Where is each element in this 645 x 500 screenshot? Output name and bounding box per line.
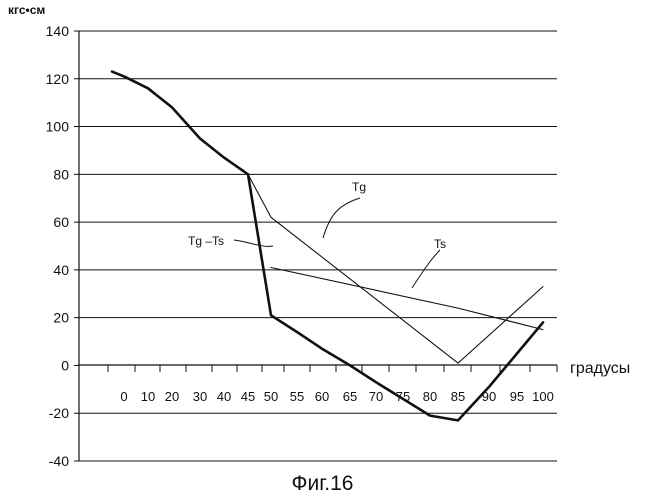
xtick-layer: 0102030404550556065707580859095100 [79,365,557,404]
y-tick-label: 60 [53,214,69,230]
ytick-layer: 140 120 100 80 60 40 20 0 -20 -40 [46,23,79,469]
x-tick-label: 100 [532,389,554,404]
y-tick-label: 20 [53,310,69,326]
x-tick-label: 60 [315,389,329,404]
y-axis-label: кгс•см [8,3,45,17]
annotation-tg-ts: Tg –Ts [188,234,224,248]
x-tick-label: 95 [510,389,524,404]
y-tick-label: -40 [49,453,69,469]
x-tick-label: 70 [369,389,383,404]
y-tick-label: 100 [46,119,70,135]
y-tick-label: -20 [49,405,69,421]
series-line-tg-minus-ts [112,72,543,421]
y-tick-label: 0 [61,357,69,373]
x-tick-label: 55 [290,389,304,404]
x-tick-label: 80 [423,389,437,404]
x-tick-label: 0 [120,389,127,404]
x-tick-label: 40 [217,389,231,404]
series-line-ts [271,268,543,330]
leader-tg-ts [234,240,273,246]
leader-tg [323,198,360,238]
leader-ts [412,250,440,288]
annotation-ts: Ts [434,237,446,251]
series-line-tg [248,174,543,363]
x-tick-label: 10 [141,389,155,404]
x-axis-label: градусы [570,360,630,377]
y-tick-label: 140 [46,23,70,39]
series-layer [112,72,543,421]
x-tick-label: 20 [165,389,179,404]
y-tick-label: 40 [53,262,69,278]
x-tick-label: 45 [241,389,255,404]
annotation-tg: Tg [352,180,366,194]
annotation-layer: Tg Ts Tg –Ts [188,180,446,288]
x-tick-label: 50 [264,389,278,404]
figure-caption: Фиг.16 [0,472,645,496]
y-tick-label: 80 [53,166,69,182]
x-tick-label: 65 [343,389,357,404]
x-tick-label: 30 [193,389,207,404]
y-tick-label: 120 [46,71,70,87]
x-tick-label: 85 [451,389,465,404]
